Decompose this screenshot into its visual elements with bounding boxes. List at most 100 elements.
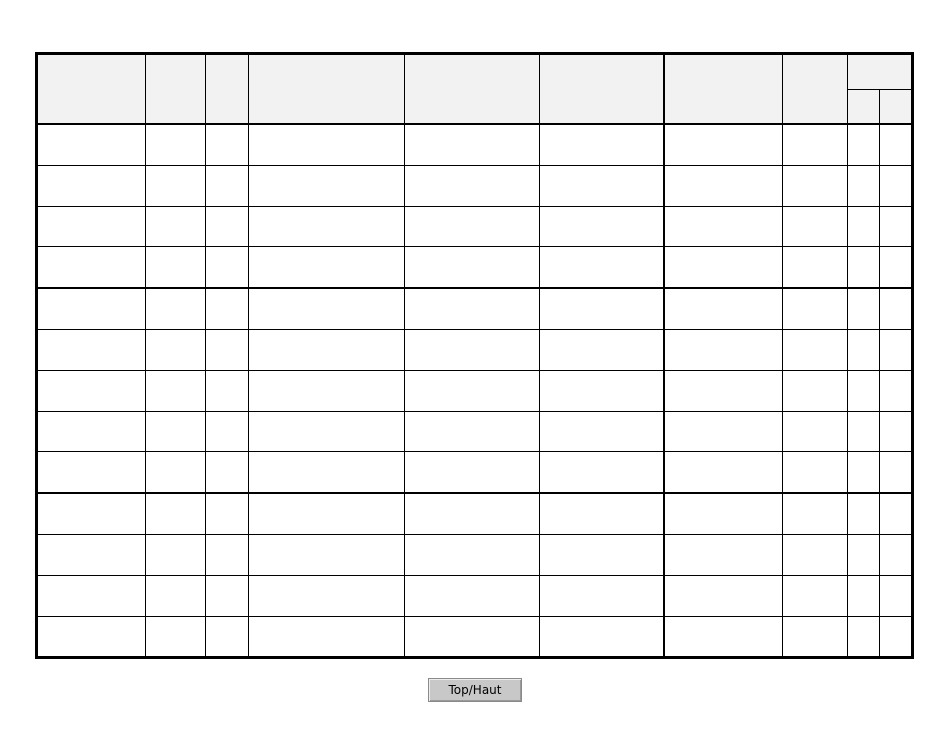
top-button[interactable]: Top/Haut: [428, 678, 522, 702]
table-cell: [879, 410, 913, 453]
table-cell: [145, 574, 206, 617]
table-cell: [662, 410, 783, 453]
table-cell: [36, 492, 146, 535]
table-cell: [539, 492, 664, 535]
table-cell: [404, 451, 540, 495]
header-subcell: [847, 89, 880, 125]
table-cell: [879, 492, 913, 535]
table-cell: [847, 328, 880, 371]
table-cell: [782, 123, 848, 166]
table-cell: [539, 123, 664, 166]
table-cell: [145, 410, 206, 453]
table-cell: [539, 369, 664, 412]
table-cell: [205, 451, 249, 495]
table-cell: [879, 574, 913, 617]
table-row: [36, 369, 913, 412]
table-body: [36, 123, 913, 659]
table-cell: [248, 574, 405, 617]
table-cell: [248, 369, 405, 412]
table-cell: [782, 492, 848, 535]
table-cell: [847, 574, 880, 617]
table-cell: [782, 246, 848, 290]
table-cell: [539, 615, 664, 659]
table-cell: [205, 574, 249, 617]
table-row: [36, 574, 913, 617]
table-cell: [36, 615, 146, 659]
table-cell: [847, 533, 880, 576]
table-cell: [36, 328, 146, 371]
table-cell: [404, 164, 540, 207]
table-cell: [36, 164, 146, 207]
table-cell: [248, 451, 405, 495]
table-cell: [205, 164, 249, 207]
table-cell: [36, 205, 146, 248]
header-cell: [248, 53, 405, 125]
table-cell: [662, 451, 783, 495]
table-cell: [782, 369, 848, 412]
header-cell: [539, 53, 664, 125]
table-cell: [36, 287, 146, 330]
table-cell: [539, 287, 664, 330]
table-cell: [782, 451, 848, 495]
header-cell: [36, 53, 146, 125]
table-cell: [879, 615, 913, 659]
table-cell: [248, 328, 405, 371]
table-cell: [145, 205, 206, 248]
table-cell: [662, 492, 783, 535]
table-cell: [539, 574, 664, 617]
table-row: [36, 246, 913, 290]
table-cell: [205, 410, 249, 453]
table-cell: [539, 410, 664, 453]
table-cell: [248, 615, 405, 659]
table-cell: [539, 533, 664, 576]
table-cell: [404, 615, 540, 659]
table-cell: [36, 410, 146, 453]
table-row: [36, 328, 913, 371]
table-cell: [662, 369, 783, 412]
table-cell: [36, 369, 146, 412]
table-cell: [404, 369, 540, 412]
data-table: [35, 52, 914, 660]
table-cell: [782, 615, 848, 659]
table-cell: [145, 492, 206, 535]
table-cell: [248, 123, 405, 166]
table-cell: [145, 164, 206, 207]
table-cell: [879, 533, 913, 576]
table-row: [36, 533, 913, 576]
table-cell: [847, 287, 880, 330]
table-row: [36, 410, 913, 453]
table-cell: [847, 451, 880, 495]
table-cell: [782, 533, 848, 576]
table-cell: [879, 246, 913, 290]
table-cell: [248, 246, 405, 290]
table-cell: [847, 369, 880, 412]
table-cell: [404, 410, 540, 453]
header-cell: [205, 53, 249, 125]
table-cell: [662, 328, 783, 371]
table-cell: [145, 246, 206, 290]
table-cell: [404, 246, 540, 290]
table-cell: [847, 615, 880, 659]
table-cell: [879, 205, 913, 248]
table-cell: [879, 328, 913, 371]
header-cell: [145, 53, 206, 125]
table-cell: [539, 451, 664, 495]
table-cell: [404, 328, 540, 371]
table-cell: [205, 328, 249, 371]
table-cell: [539, 205, 664, 248]
table-cell: [248, 492, 405, 535]
table-cell: [404, 574, 540, 617]
table-cell: [782, 164, 848, 207]
table-cell: [782, 410, 848, 453]
table-cell: [782, 328, 848, 371]
table-row: [36, 451, 913, 495]
table-cell: [36, 246, 146, 290]
footer: Top/Haut: [0, 678, 950, 702]
table-cell: [205, 287, 249, 330]
table-cell: [879, 369, 913, 412]
table-row: [36, 287, 913, 330]
table-cell: [145, 451, 206, 495]
table-cell: [879, 451, 913, 495]
table-cell: [847, 410, 880, 453]
table-cell: [404, 492, 540, 535]
